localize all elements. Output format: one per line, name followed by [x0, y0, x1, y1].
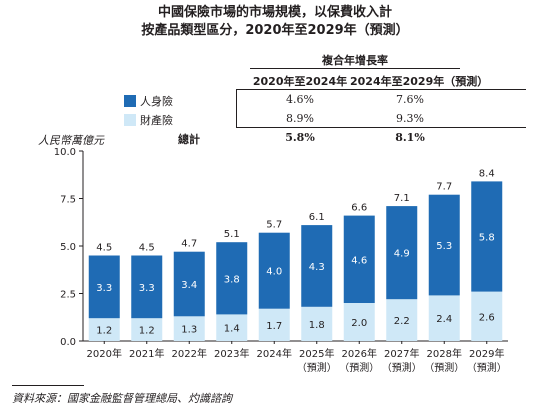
x-category-label-5-line2: （預測） [297, 361, 337, 374]
bar-segment-life-5 [301, 225, 333, 307]
y-tick-label-0: 0.0 [60, 337, 76, 348]
bar-segment-property-5 [301, 306, 333, 341]
y-axis-unit-label: 人民幣萬億元 [38, 134, 104, 147]
bar-value-label-property-8: 2.4 [436, 314, 452, 325]
bar-segment-property-6 [343, 303, 375, 341]
y-tick-label-4: 10.0 [54, 147, 76, 158]
bar-value-label-life-4: 4.0 [266, 267, 282, 278]
bar-segment-life-6 [343, 215, 375, 303]
bar-value-label-life-6: 4.6 [351, 255, 367, 266]
x-category-label-5-line1: 2025年 [299, 347, 334, 360]
bar-total-label-2: 4.7 [181, 239, 197, 250]
bar-segment-property-2 [173, 316, 205, 341]
x-category-label-8-line2: （預測） [424, 361, 464, 374]
bar-segment-property-9 [471, 291, 503, 341]
cagr-total-2020-2024: 5.8% [285, 131, 315, 144]
cagr-column-header-2: 2024年至2029年（預測） [350, 75, 489, 88]
bar-value-label-life-3: 3.8 [224, 274, 240, 285]
cagr-total-2024-2029: 8.1% [395, 131, 425, 144]
x-category-label-3: 2023年 [214, 347, 249, 360]
cagr-total-label: 總計 [178, 133, 200, 146]
x-category-label-2: 2022年 [172, 347, 207, 360]
bar-segment-life-2 [173, 251, 205, 317]
cagr-left-border [236, 89, 237, 127]
bar-total-label-0: 4.5 [96, 243, 112, 254]
cagr-column-header-1: 2020年至2024年 [252, 75, 348, 88]
bar-segment-property-0 [88, 318, 120, 341]
cagr-heading-rule [250, 68, 460, 69]
bar-value-label-life-8: 5.3 [436, 241, 452, 252]
bar-total-label-7: 7.1 [394, 193, 410, 204]
bar-segment-life-3 [216, 242, 248, 315]
y-tick-label-1: 2.5 [60, 290, 76, 301]
cagr-life-2020-2024: 4.6% [286, 93, 314, 106]
x-category-label-4: 2024年 [257, 347, 292, 360]
bar-segment-life-7 [386, 206, 418, 300]
bar-segment-life-4 [258, 232, 290, 309]
bar-segment-property-4 [258, 308, 290, 341]
x-category-label-6-line1: 2026年 [342, 347, 377, 360]
bar-segment-life-1 [131, 255, 163, 319]
bar-total-label-4: 5.7 [266, 220, 282, 231]
chart-title-line1: 中國保險市場的市場規模，以保費收入計 [157, 5, 392, 20]
cagr-property-2024-2029: 9.3% [396, 112, 424, 125]
cagr-body-rule [236, 127, 526, 128]
x-category-label-8-line1: 2028年 [427, 347, 462, 360]
bar-segment-property-7 [386, 299, 418, 341]
bar-value-label-property-4: 1.7 [266, 321, 282, 332]
bar-total-label-3: 5.1 [224, 229, 240, 240]
bar-value-label-life-2: 3.4 [181, 280, 197, 291]
bar-value-label-property-6: 2.0 [351, 318, 367, 329]
bar-total-label-9: 8.4 [479, 168, 495, 179]
bar-total-label-1: 4.5 [139, 243, 155, 254]
bar-segment-property-3 [216, 314, 248, 341]
legend-label-property: 財產險 [140, 114, 173, 127]
source-note: 資料來源：國家金融監督管理總局、灼識諮詢 [12, 392, 232, 405]
bar-value-label-property-5: 1.8 [309, 320, 325, 331]
x-category-label-6-line2: （預測） [339, 361, 379, 374]
bar-value-label-property-2: 1.3 [181, 325, 197, 336]
chart-title-line2: 按產品類型區分，2020年至2029年（預測） [141, 23, 409, 38]
x-category-label-1: 2021年 [129, 347, 164, 360]
bar-value-label-property-3: 1.4 [224, 324, 240, 335]
bar-segment-life-0 [88, 255, 120, 319]
cagr-heading: 複合年增長率 [322, 54, 388, 67]
x-category-label-9-line1: 2029年 [469, 347, 504, 360]
legend-swatch-property [124, 114, 136, 126]
bar-value-label-life-7: 4.9 [394, 249, 410, 260]
bar-value-label-property-1: 1.2 [139, 326, 155, 337]
bar-value-label-life-0: 3.3 [96, 283, 112, 294]
cagr-life-2024-2029: 7.6% [396, 93, 424, 106]
bar-value-label-property-9: 2.6 [479, 312, 495, 323]
bar-value-label-life-1: 3.3 [139, 283, 155, 294]
bar-segment-life-9 [471, 181, 503, 292]
y-tick-label-2: 5.0 [60, 242, 76, 253]
bar-value-label-property-0: 1.2 [96, 326, 112, 337]
bar-total-label-6: 6.6 [351, 203, 367, 214]
bar-value-label-property-7: 2.2 [394, 316, 410, 327]
x-category-label-0: 2020年 [87, 347, 122, 360]
bar-total-label-5: 6.1 [309, 212, 325, 223]
legend-label-life: 人身險 [140, 95, 173, 108]
bar-segment-property-8 [428, 295, 460, 341]
bar-segment-property-1 [131, 318, 163, 341]
bar-value-label-life-5: 4.3 [309, 262, 325, 273]
x-category-label-9-line2: （預測） [467, 361, 507, 374]
cagr-header-rule [236, 89, 526, 90]
bar-total-label-8: 7.7 [436, 182, 452, 193]
source-rule [12, 385, 84, 386]
x-category-label-7-line2: （預測） [382, 361, 422, 374]
bar-segment-life-8 [428, 194, 460, 296]
legend-swatch-life [124, 95, 136, 107]
x-category-label-7-line1: 2027年 [384, 347, 419, 360]
cagr-property-2020-2024: 8.9% [286, 112, 314, 125]
bar-value-label-life-9: 5.8 [479, 233, 495, 244]
y-tick-label-3: 7.5 [60, 195, 76, 206]
